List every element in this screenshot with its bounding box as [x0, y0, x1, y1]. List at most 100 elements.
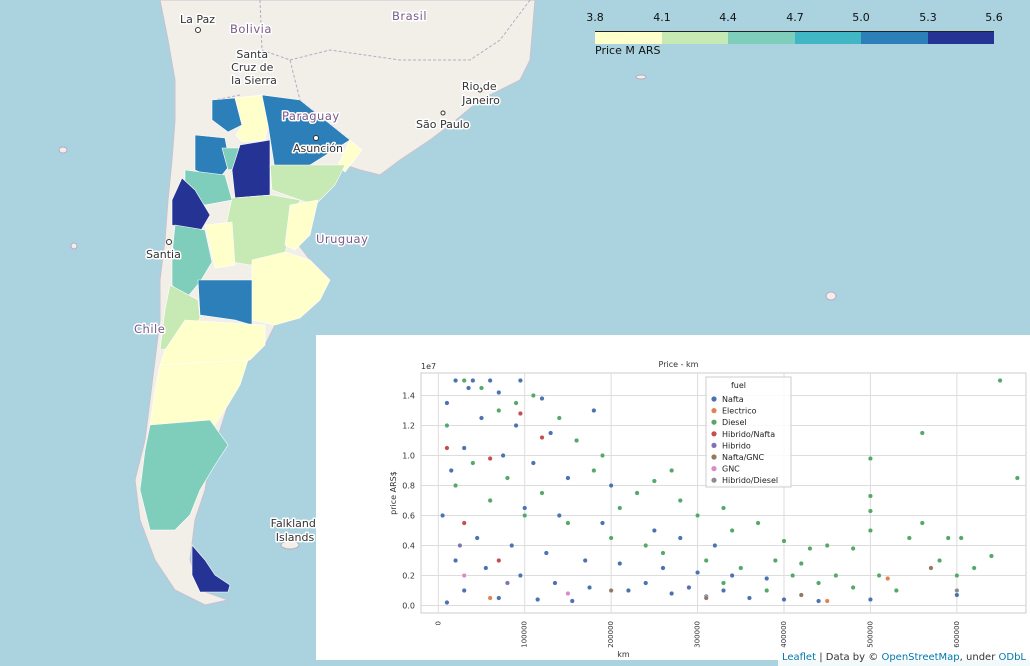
province-jujuy[interactable]: [211, 97, 243, 133]
data-point-diesel: [695, 512, 701, 518]
data-point-nafta: [816, 598, 822, 604]
map-attribution: Leaflet | Data by © OpenStreetMap, under…: [777, 652, 1030, 666]
province-tierra-del-fuego[interactable]: [191, 544, 231, 593]
data-point-nafta: [660, 565, 666, 571]
price-km-scatter-plot: 0 100000 200000 300000 400000 500000 600000 0.0…: [316, 335, 1030, 660]
data-point-diesel: [729, 527, 735, 533]
chart-legend-marker: [711, 466, 717, 472]
data-point-diesel: [600, 452, 606, 458]
data-point-nafta: [582, 557, 588, 563]
chart-legend-label: Nafta/GNC: [722, 453, 764, 462]
data-point-nafta: [496, 595, 502, 601]
data-point-nafta: [535, 597, 541, 603]
data-point-hibrido-nafta: [461, 520, 467, 526]
data-point-nafta: [440, 512, 446, 518]
data-point-diesel: [721, 580, 727, 586]
city-marker-asuncion: [313, 135, 319, 141]
color-scale-legend: 3.8 4.1 4.4 4.7 5.0 5.3 5.6 Price M ARS: [586, 8, 1008, 57]
data-point-diesel: [876, 572, 882, 578]
province-chubut[interactable]: [149, 359, 249, 426]
province-santa-cruz[interactable]: [139, 419, 229, 531]
data-point-diesel: [651, 478, 657, 484]
y-tick-label: 0.4: [402, 542, 415, 551]
attribution-text: | Data by ©: [819, 652, 879, 663]
data-point-nafta: [569, 598, 575, 604]
data-point-diesel: [721, 505, 727, 511]
data-point-nafta: [617, 560, 623, 566]
x-tick-label: 0: [434, 621, 442, 625]
chart-legend-marker: [711, 408, 717, 414]
data-point-nafta: [496, 390, 502, 396]
label-chile: Chile: [134, 322, 165, 336]
province-la-pampa[interactable]: [197, 279, 253, 326]
legend-tick: 5.6: [985, 11, 1003, 24]
island-south-atlantic: [825, 291, 837, 301]
province-entre-rios[interactable]: [284, 199, 319, 251]
data-point-nafta: [695, 569, 701, 575]
data-point-nafta: [474, 535, 480, 541]
leaflet-link[interactable]: Leaflet: [781, 652, 817, 663]
data-point-diesel: [539, 490, 545, 496]
data-point-nafta-gnc: [608, 587, 614, 593]
data-point-diesel: [867, 527, 873, 533]
island-small-2: [58, 146, 68, 154]
data-point-diesel: [444, 422, 450, 428]
label-sao-paulo: São Paulo: [416, 118, 470, 131]
legend-tick: 4.4: [719, 11, 737, 24]
province-buenos-aires[interactable]: [251, 251, 331, 326]
data-point-diesel: [772, 557, 778, 563]
data-point-nafta: [625, 587, 631, 593]
data-point-nafta: [461, 445, 467, 451]
data-point-nafta: [522, 505, 528, 511]
label-falkland-islands: Falkland Islands: [271, 517, 320, 544]
data-point-diesel: [461, 378, 467, 384]
data-point-hibrido-nafta: [444, 445, 450, 451]
chart-legend-title: fuel: [731, 381, 746, 390]
data-point-nafta: [552, 580, 558, 586]
chart-legend-label: Hibrido/Nafta: [722, 430, 775, 439]
osm-link[interactable]: OpenStreetMap: [881, 652, 960, 663]
x-tick-label: 600000: [953, 621, 961, 648]
y-tick-label: 0.8: [402, 482, 415, 491]
legend-color-step: [661, 32, 728, 44]
data-point-diesel: [487, 497, 493, 503]
data-point-diesel: [565, 520, 571, 526]
data-point-nafta: [513, 422, 519, 428]
x-tick-label: 400000: [780, 621, 788, 648]
province-cordoba[interactable]: [204, 221, 236, 269]
data-point-nafta: [453, 557, 459, 563]
chart-legend-label: Hibrido: [722, 441, 751, 450]
label-paraguay: Paraguay: [282, 109, 340, 123]
odbl-link[interactable]: ODbL: [998, 652, 1027, 663]
y-tick-label: 0.2: [402, 572, 415, 581]
data-point-diesel: [958, 535, 964, 541]
data-point-nafta: [677, 535, 683, 541]
legend-tick: 4.1: [653, 11, 671, 24]
data-point-diesel: [945, 535, 951, 541]
data-point-diesel: [478, 385, 484, 391]
province-misiones[interactable]: [337, 139, 363, 173]
chart-legend-box: [705, 376, 792, 488]
data-point-electrico: [885, 575, 891, 581]
data-point-diesel: [919, 430, 925, 436]
data-point-gnc: [565, 591, 571, 597]
chart-legend-label: Nafta: [722, 395, 744, 404]
data-point-nafta: [587, 584, 593, 590]
province-mendoza[interactable]: [171, 224, 213, 301]
data-point-hibrido-nafta: [539, 434, 545, 440]
data-point-nafta: [487, 378, 493, 384]
province-catamarca[interactable]: [194, 134, 231, 181]
data-point-nafta: [466, 385, 472, 391]
data-point-diesel: [850, 584, 856, 590]
province-rio-negro[interactable]: [159, 319, 266, 366]
x-axis-label: km: [617, 650, 630, 659]
data-point-gnc: [461, 572, 467, 578]
data-point-nafta: [721, 587, 727, 593]
data-point-diesel: [954, 572, 960, 578]
y-tick-label: 1.2: [402, 422, 415, 431]
y-axis-label: price ARS$: [389, 471, 398, 515]
data-point-hibrido: [457, 542, 463, 548]
legend-caption: Price M ARS: [595, 44, 661, 57]
data-point-electrico: [824, 598, 830, 604]
